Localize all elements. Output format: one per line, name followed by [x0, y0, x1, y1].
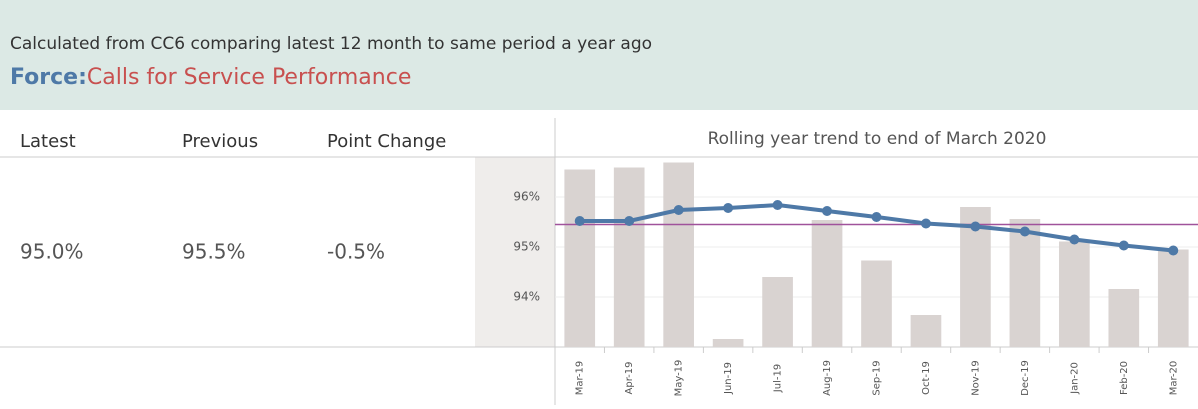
bar	[1059, 241, 1090, 347]
x-tick-label: Jan-20	[1069, 362, 1080, 395]
x-tick-label: Dec-19	[1020, 360, 1031, 396]
subtitle: Calculated from CC6 comparing latest 12 …	[10, 34, 652, 54]
column-header: Previous	[182, 131, 258, 152]
x-tick-label: Nov-19	[970, 360, 981, 396]
x-tick-label: Jun-19	[723, 362, 734, 395]
bar	[1157, 249, 1189, 347]
y-tick-label: 94%	[513, 290, 540, 304]
x-tick-label: Oct-19	[921, 361, 932, 395]
point	[624, 216, 635, 226]
point	[723, 203, 734, 213]
x-tick-label: Sep-19	[872, 360, 883, 395]
point	[822, 206, 833, 216]
x-tick-label: Aug-19	[822, 360, 833, 396]
point	[673, 205, 684, 215]
point	[871, 212, 882, 222]
bar	[613, 167, 645, 347]
table: Latest Previous Point Change 95.0% 95.5% -0.5…	[20, 131, 446, 264]
point	[920, 218, 931, 229]
title-prefix: Force:	[10, 65, 87, 90]
title: Force:Calls for Service Performance	[10, 65, 411, 90]
point	[1118, 240, 1129, 251]
column-header: Latest	[20, 131, 76, 152]
point	[574, 216, 585, 226]
cell: -0.5%	[327, 240, 385, 264]
point	[1069, 234, 1080, 245]
cell: 95.0%	[20, 240, 84, 264]
y-tick-label: 96%	[513, 190, 540, 204]
bar	[712, 339, 744, 347]
chart: Rolling year trend to end of March 2020 …	[513, 129, 1198, 396]
x-tick-label: Apr-19	[624, 362, 635, 395]
point	[772, 200, 783, 210]
axis-panel	[475, 157, 555, 347]
bar	[663, 162, 694, 347]
bar	[564, 169, 596, 347]
cell: 95.5%	[182, 240, 246, 264]
chart-title: Rolling year trend to end of March 2020	[708, 129, 1047, 149]
point	[970, 221, 981, 232]
x-tick-label: May-19	[674, 360, 685, 397]
point	[1019, 226, 1030, 237]
y-tick-label: 95%	[513, 240, 540, 254]
x-tick-label: Mar-20	[1168, 361, 1179, 396]
bar	[861, 260, 892, 347]
bar	[1108, 289, 1140, 347]
point	[1168, 245, 1179, 256]
bar	[1009, 219, 1041, 347]
bar	[811, 220, 843, 347]
bar	[762, 277, 793, 347]
x-tick-label: Feb-20	[1119, 361, 1130, 395]
column-header: Point Change	[327, 131, 446, 152]
bar	[910, 315, 942, 347]
header-background	[0, 0, 1198, 110]
x-tick-label: Jul-19	[773, 364, 784, 393]
x-tick-label: Mar-19	[575, 361, 586, 396]
title-main: Calls for Service Performance	[87, 65, 411, 90]
